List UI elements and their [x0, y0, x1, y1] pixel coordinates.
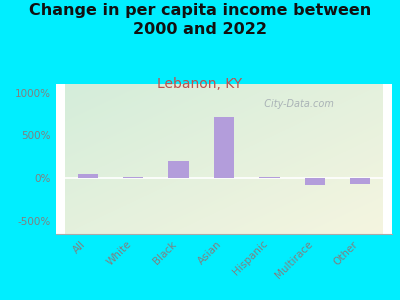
- Bar: [304, 178, 325, 185]
- Text: Lebanon, KY: Lebanon, KY: [158, 76, 242, 91]
- Bar: [78, 174, 98, 178]
- Text: Change in per capita income between
2000 and 2022: Change in per capita income between 2000…: [29, 3, 371, 37]
- Bar: [168, 161, 189, 178]
- Bar: [350, 178, 370, 184]
- Bar: [259, 177, 280, 178]
- Text: City-Data.com: City-Data.com: [258, 99, 334, 109]
- Bar: [214, 117, 234, 178]
- Bar: [123, 177, 144, 178]
